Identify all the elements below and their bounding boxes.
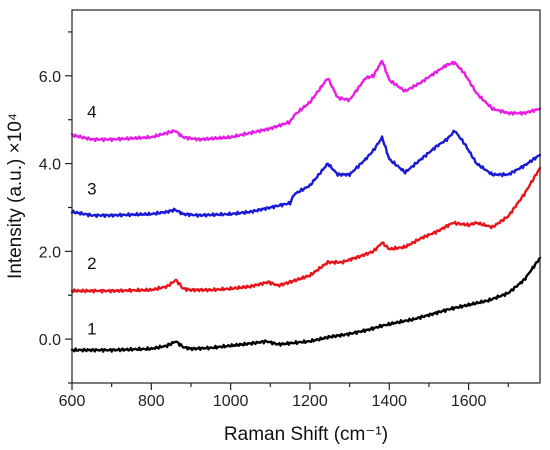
series-3-label: 3 (87, 179, 96, 198)
x-tick-label: 1200 (292, 393, 328, 410)
x-tick-label: 800 (138, 393, 165, 410)
x-axis: 600 800 1000 1200 1400 1600 (59, 383, 509, 410)
y-axis: 0.0 2.0 4.0 6.0 (39, 31, 72, 384)
y-axis-title: Intensity (a.u.) ×10⁴ (5, 113, 26, 279)
series-3-line (70, 129, 542, 219)
x-tick-label: 1400 (371, 393, 407, 410)
plot-area (70, 9, 542, 384)
series-4-label: 4 (87, 103, 96, 122)
series-2-line (70, 166, 542, 294)
plot-frame (71, 9, 541, 384)
x-tick-label: 600 (59, 393, 86, 410)
x-tick-label: 1000 (213, 393, 249, 410)
series-1-label: 1 (87, 320, 96, 339)
y-tick-label: 4.0 (39, 157, 61, 174)
series-4-line (70, 59, 542, 143)
x-axis-title: Raman Shift (cm⁻¹) (224, 424, 388, 445)
y-tick-label: 6.0 (39, 69, 61, 86)
curve-labels: 1 2 3 4 (87, 103, 96, 339)
x-tick-label: 1600 (451, 393, 487, 410)
y-tick-label: 0.0 (39, 332, 61, 349)
series-group (70, 59, 542, 353)
series-1-line (70, 256, 542, 353)
series-2-label: 2 (87, 254, 96, 273)
y-tick-label: 2.0 (39, 244, 61, 261)
